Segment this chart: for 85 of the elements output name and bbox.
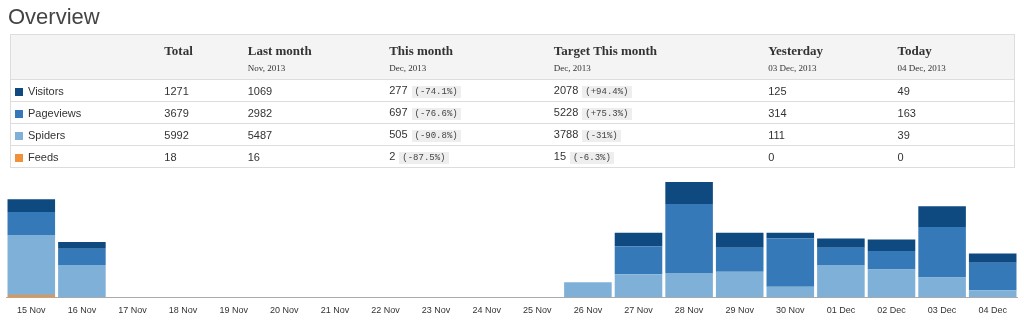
bar: [918, 226, 966, 278]
bar: [7, 211, 56, 235]
x-tick-label: 15 Nov: [17, 305, 47, 316]
text: Spiders: [28, 128, 66, 141]
bar: [614, 274, 663, 298]
bar: [867, 251, 916, 270]
text: 15 (-6.3%): [553, 150, 611, 163]
bar: [817, 238, 865, 248]
x-tick-label: 19 Nov: [219, 305, 249, 316]
bar: [867, 239, 916, 252]
x-tick-label: 16 Nov: [67, 305, 97, 316]
bar: [58, 264, 106, 298]
text: 49: [897, 84, 910, 97]
text: 3788 (-31%): [553, 128, 618, 141]
category-label: Target This month Dec, 2013: [549, 34, 765, 80]
x-tick-label: 01 Dec: [826, 305, 856, 316]
bar: [665, 203, 713, 274]
x-tick-label: 20 Nov: [270, 305, 300, 316]
text: 5992: [164, 128, 189, 141]
x-tick-label: 23 Nov: [421, 305, 451, 316]
bar: [766, 286, 815, 298]
x-tick-label: 29 Nov: [725, 305, 755, 316]
text: 3679: [164, 106, 189, 119]
text: 18: [164, 150, 177, 163]
category-label: Total: [160, 34, 244, 80]
bar: [817, 247, 865, 265]
x-tick-label: 18 Nov: [168, 305, 198, 316]
text: 5228 (+75.3%): [553, 106, 629, 119]
text: 1069: [247, 84, 273, 97]
x-tick-label: 03 Dec: [927, 305, 957, 316]
text: 697 (-76.6%): [389, 106, 458, 119]
bar: [918, 206, 966, 227]
text: 16: [247, 150, 260, 163]
text: 125: [768, 84, 787, 97]
text: 1271: [164, 84, 189, 97]
x-tick-label: 04 Dec: [978, 305, 1008, 316]
text: 0: [897, 150, 904, 163]
bar: [918, 277, 966, 298]
text: 2982: [247, 106, 273, 119]
category-label: Yesterday 03 Dec, 2013: [764, 34, 894, 80]
text: 505 (-90.8%): [389, 128, 458, 141]
text: 111: [768, 128, 785, 141]
bar: [715, 247, 764, 272]
x-tick-label: 21 Nov: [320, 305, 350, 316]
x-tick-label: 02 Dec: [877, 305, 907, 316]
text: 314: [768, 106, 787, 119]
x-tick-label: 28 Nov: [674, 305, 704, 316]
x-tick-label: 22 Nov: [371, 305, 401, 316]
text: Feeds: [28, 150, 59, 163]
bar: [968, 253, 1017, 263]
text: Pageviews: [28, 106, 82, 119]
bar: [665, 182, 713, 204]
x-tick-label: 27 Nov: [624, 305, 654, 316]
x-tick-label: 30 Nov: [776, 305, 806, 316]
bar: [867, 269, 916, 298]
bar: [614, 232, 663, 247]
text: Overview: [8, 4, 100, 30]
x-tick-label: 26 Nov: [573, 305, 603, 316]
text: 2078 (+94.4%): [553, 84, 629, 97]
category-label: Last month Nov, 2013: [243, 34, 386, 80]
bar: [968, 262, 1017, 291]
bar: [58, 241, 106, 249]
bar: [564, 282, 612, 298]
bar: [58, 248, 106, 265]
category-label: Today 04 Dec, 2013: [893, 34, 1015, 80]
bar: [7, 234, 56, 295]
bar: [614, 246, 663, 275]
bar: [665, 273, 713, 298]
text: 0: [768, 150, 775, 163]
bar: [766, 238, 815, 287]
bar: [715, 232, 764, 248]
x-tick-label: 17 Nov: [118, 305, 148, 316]
text: 2 (-87.5%): [389, 150, 446, 163]
text: 163: [897, 106, 916, 119]
bar: [715, 271, 764, 298]
bar: [968, 290, 1017, 298]
text: 5487: [247, 128, 273, 141]
bar: [7, 199, 56, 212]
text: Visitors: [28, 84, 64, 97]
bar: [817, 264, 865, 298]
x-tick-label: 24 Nov: [472, 305, 502, 316]
text: 277 (-74.1%): [389, 84, 458, 97]
text: 39: [897, 128, 910, 141]
x-tick-label: 25 Nov: [523, 305, 553, 316]
category-label: This month Dec, 2013: [385, 34, 550, 80]
